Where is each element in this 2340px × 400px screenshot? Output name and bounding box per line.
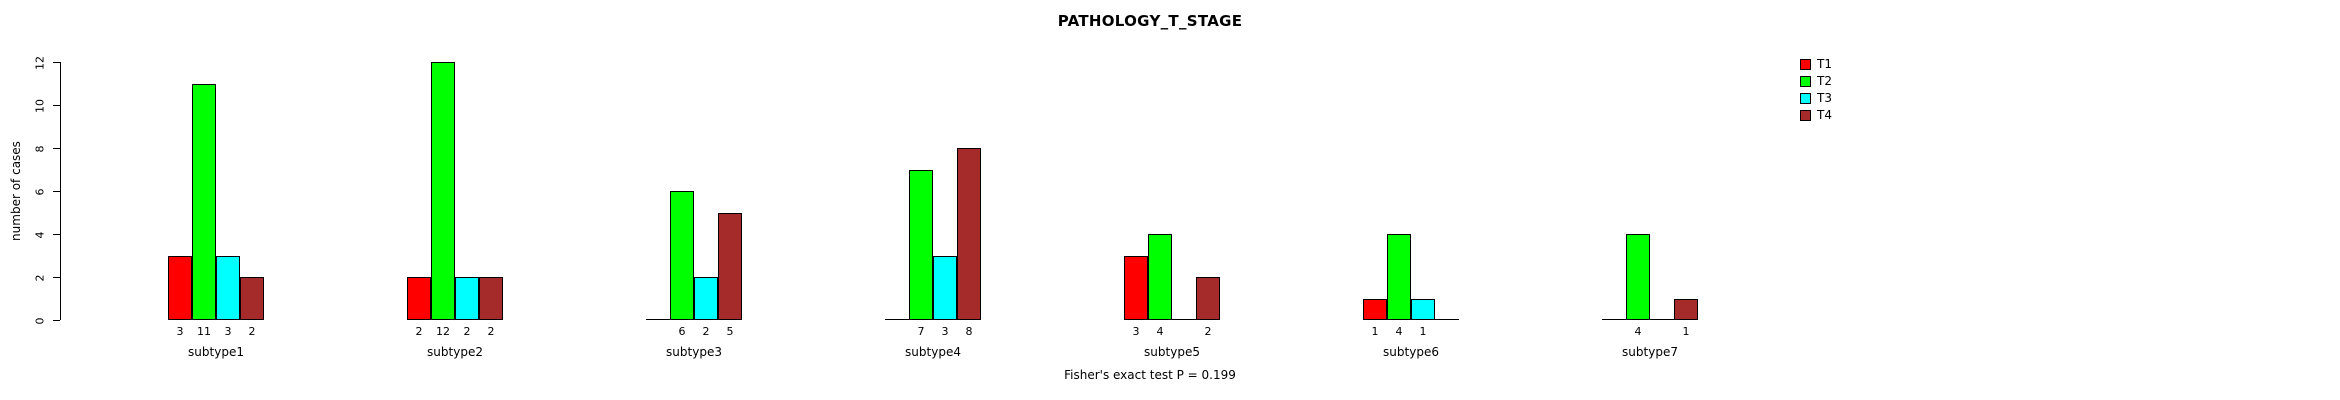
y-tick-label: 2 [33, 274, 47, 281]
legend-label: T4 [1817, 108, 1832, 122]
legend: T1 T2 T3 T4 [1800, 58, 1832, 121]
bar-t4-subtype3 [718, 212, 742, 320]
legend-swatch-icon [1800, 92, 1811, 104]
bar-t1-subtype2 [407, 277, 431, 320]
bar-t2-subtype6 [1387, 234, 1411, 320]
bar-t2-subtype3 [670, 191, 694, 320]
category-label-subtype5: subtype5 [1144, 345, 1200, 359]
bar-value-label: 2 [702, 325, 710, 338]
bar-value-label: 2 [1204, 325, 1212, 338]
category-label-subtype6: subtype6 [1383, 345, 1439, 359]
bar-t2-subtype1 [192, 83, 216, 320]
bar-value-label: 3 [224, 325, 232, 338]
zero-bar-t1-subtype7 [1602, 319, 1626, 320]
y-tick-label: 10 [33, 98, 47, 113]
y-tick-mark [53, 320, 60, 321]
bar-value-label: 4 [1395, 325, 1403, 338]
legend-label: T3 [1817, 91, 1832, 105]
bar-value-label: 4 [1156, 325, 1164, 338]
y-tick-label: 4 [33, 231, 47, 238]
bar-t1-subtype1 [168, 255, 192, 320]
legend-item-t2: T2 [1800, 75, 1832, 87]
y-tick-mark [53, 191, 60, 192]
category-label-subtype7: subtype7 [1622, 345, 1678, 359]
bar-value-label: 2 [463, 325, 471, 338]
bar-value-label: 3 [176, 325, 184, 338]
bar-value-label: 3 [1132, 325, 1140, 338]
legend-swatch-icon [1800, 109, 1811, 121]
legend-item-t1: T1 [1800, 58, 1832, 70]
bar-t2-subtype4 [909, 169, 933, 320]
y-tick-label: 12 [33, 55, 47, 70]
bar-t4-subtype5 [1196, 277, 1220, 320]
zero-bar-t4-subtype6 [1435, 319, 1459, 320]
bar-t4-subtype4 [957, 148, 981, 320]
y-tick-mark [53, 148, 60, 149]
zero-bar-t3-subtype7 [1650, 319, 1674, 320]
legend-item-t4: T4 [1800, 109, 1832, 121]
y-axis-line [60, 62, 61, 320]
footer-text: Fisher's exact test P = 0.199 [1064, 368, 1236, 382]
chart-title: PATHOLOGY_T_STAGE [1057, 12, 1243, 30]
bar-t2-subtype5 [1148, 234, 1172, 320]
bar-value-label: 7 [917, 325, 925, 338]
bar-value-label: 2 [248, 325, 256, 338]
bar-t2-subtype2 [431, 62, 455, 320]
category-label-subtype4: subtype4 [905, 345, 961, 359]
bar-t3-subtype1 [216, 255, 240, 320]
zero-bar-t1-subtype3 [646, 319, 670, 320]
bar-value-label: 1 [1371, 325, 1379, 338]
bar-value-label: 1 [1419, 325, 1427, 338]
y-tick-mark [53, 234, 60, 235]
zero-bar-t3-subtype5 [1172, 319, 1196, 320]
bar-value-label: 3 [941, 325, 949, 338]
bar-value-label: 2 [487, 325, 495, 338]
bar-value-label: 8 [965, 325, 973, 338]
bar-value-label: 2 [415, 325, 423, 338]
bar-t1-subtype5 [1124, 255, 1148, 320]
category-label-subtype2: subtype2 [427, 345, 483, 359]
bar-value-label: 12 [436, 325, 450, 338]
legend-swatch-icon [1800, 58, 1811, 70]
category-label-subtype1: subtype1 [188, 345, 244, 359]
bar-t4-subtype2 [479, 277, 503, 320]
bar-value-label: 11 [197, 325, 211, 338]
bar-t4-subtype7 [1674, 298, 1698, 320]
zero-bar-t1-subtype4 [885, 319, 909, 320]
bar-value-label: 4 [1634, 325, 1642, 338]
legend-item-t3: T3 [1800, 92, 1832, 104]
bar-t3-subtype3 [694, 277, 718, 320]
y-tick-label: 6 [33, 188, 47, 195]
legend-label: T2 [1817, 74, 1832, 88]
bar-value-label: 1 [1682, 325, 1690, 338]
category-label-subtype3: subtype3 [666, 345, 722, 359]
legend-label: T1 [1817, 57, 1832, 71]
y-tick-mark [53, 105, 60, 106]
y-tick-label: 8 [33, 145, 47, 152]
y-tick-mark [53, 277, 60, 278]
legend-swatch-icon [1800, 75, 1811, 87]
bar-value-label: 6 [678, 325, 686, 338]
bar-t3-subtype6 [1411, 298, 1435, 320]
bar-t3-subtype2 [455, 277, 479, 320]
bar-value-label: 5 [726, 325, 734, 338]
bar-t2-subtype7 [1626, 234, 1650, 320]
bar-t3-subtype4 [933, 255, 957, 320]
bar-t1-subtype6 [1363, 298, 1387, 320]
bar-t4-subtype1 [240, 277, 264, 320]
y-tick-label: 0 [33, 317, 47, 324]
y-tick-mark [53, 62, 60, 63]
